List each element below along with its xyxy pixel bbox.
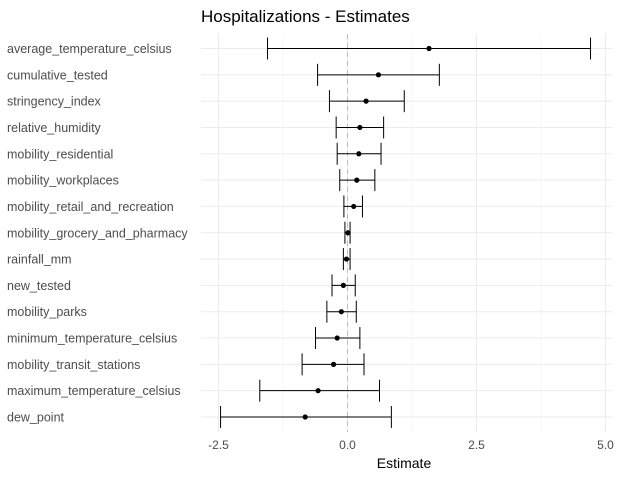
- estimate-point: [340, 282, 346, 288]
- estimate-rows: average_temperature_celsius cumulative_te…: [7, 37, 592, 428]
- row-label: dew_point: [7, 411, 65, 425]
- gridlines: [201, 34, 612, 432]
- estimate-row: minimum_temperature_celsius: [7, 327, 361, 350]
- x-axis: -2.5 0.0 2.5 5.0: [208, 438, 614, 452]
- estimate-point: [315, 388, 321, 394]
- row-label: stringency_index: [7, 95, 102, 109]
- chart-title: Hospitalizations - Estimates: [201, 7, 410, 26]
- x-tick-label: 0.0: [339, 438, 356, 452]
- row-label: mobility_parks: [7, 305, 87, 319]
- row-label: mobility_grocery_and_pharmacy: [7, 226, 188, 240]
- estimate-point: [338, 309, 344, 315]
- estimate-point: [356, 151, 362, 157]
- estimate-row: average_temperature_celsius: [7, 37, 592, 60]
- estimate-row: dew_point: [7, 406, 392, 428]
- row-label: relative_humidity: [7, 121, 102, 135]
- estimate-point: [363, 98, 369, 104]
- estimate-point: [351, 203, 357, 210]
- estimate-point: [334, 335, 340, 341]
- row-label: mobility_retail_and_recreation: [7, 200, 174, 214]
- estimate-row: cumulative_tested: [7, 63, 440, 86]
- estimate-point: [302, 414, 308, 420]
- row-label: mobility_residential: [7, 147, 113, 161]
- estimate-point: [426, 45, 432, 52]
- estimate-row: rainfall_mm: [7, 248, 351, 271]
- estimate-point: [354, 177, 360, 183]
- estimate-point: [343, 256, 350, 262]
- estimate-row: maximum_temperature_celsius: [7, 379, 380, 402]
- estimate-point: [375, 72, 382, 78]
- row-label: average_temperature_celsius: [7, 42, 172, 56]
- estimate-row: mobility_grocery_and_pharmacy: [7, 221, 351, 244]
- estimate-row: mobility_transit_stations: [7, 353, 365, 376]
- estimate-row: mobility_retail_and_recreation: [7, 195, 363, 218]
- estimate-row: relative_humidity: [7, 116, 385, 139]
- estimate-row: new_tested: [7, 274, 356, 297]
- row-label: maximum_temperature_celsius: [7, 384, 181, 398]
- row-label: new_tested: [7, 279, 71, 293]
- estimate-row: mobility_parks: [7, 300, 357, 323]
- x-axis-label: Estimate: [377, 455, 432, 471]
- row-label: mobility_transit_stations: [7, 358, 140, 372]
- x-tick-label: -2.5: [208, 438, 229, 452]
- estimate-point: [345, 230, 351, 236]
- x-tick-label: 5.0: [597, 438, 614, 452]
- estimate-point: [330, 361, 337, 367]
- estimate-row: mobility_residential: [7, 142, 382, 165]
- estimate-point: [357, 124, 363, 131]
- estimate-row: mobility_workplaces: [7, 169, 376, 192]
- row-label: minimum_temperature_celsius: [7, 332, 177, 346]
- row-label: mobility_workplaces: [7, 174, 119, 188]
- x-tick-label: 2.5: [468, 438, 485, 452]
- estimate-row: stringency_index: [7, 90, 405, 113]
- row-label: cumulative_tested: [7, 68, 108, 82]
- row-label: rainfall_mm: [7, 253, 72, 267]
